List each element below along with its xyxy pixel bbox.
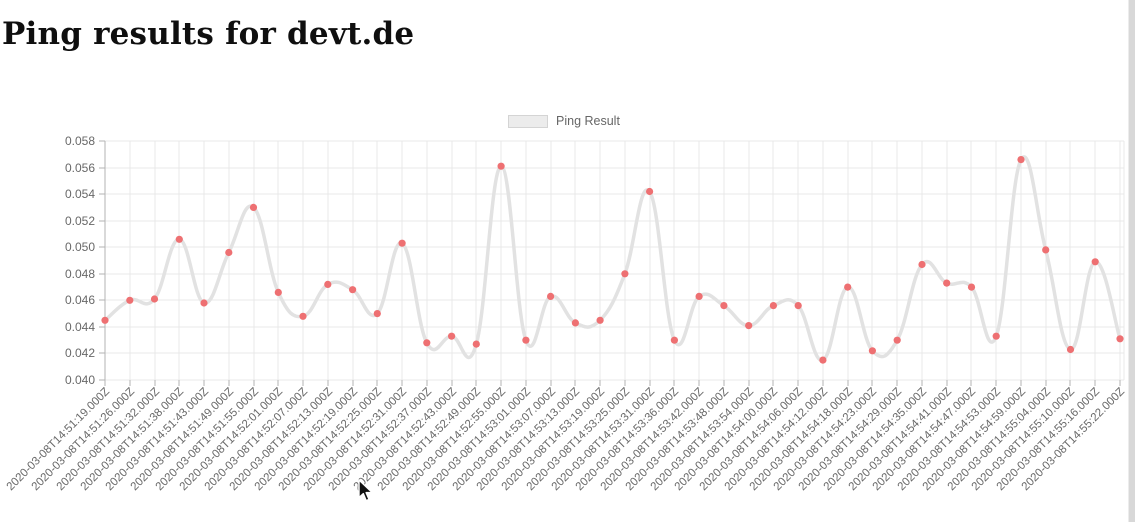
svg-text:0.052: 0.052 — [65, 214, 95, 228]
svg-text:0.046: 0.046 — [65, 293, 95, 307]
svg-text:0.054: 0.054 — [65, 187, 95, 201]
svg-text:0.050: 0.050 — [65, 240, 95, 254]
svg-text:0.056: 0.056 — [65, 161, 95, 175]
page-title: Ping results for devt.de — [2, 16, 415, 52]
svg-text:0.058: 0.058 — [65, 134, 95, 148]
legend-swatch-icon — [508, 114, 548, 128]
vertical-scrollbar[interactable] — [1128, 0, 1135, 522]
svg-text:0.048: 0.048 — [65, 267, 95, 281]
legend-label: Ping Result — [556, 114, 620, 128]
chart-legend[interactable]: Ping Result — [508, 114, 620, 128]
svg-text:0.042: 0.042 — [65, 346, 95, 360]
svg-text:0.044: 0.044 — [65, 320, 95, 334]
svg-text:0.040: 0.040 — [65, 373, 95, 387]
